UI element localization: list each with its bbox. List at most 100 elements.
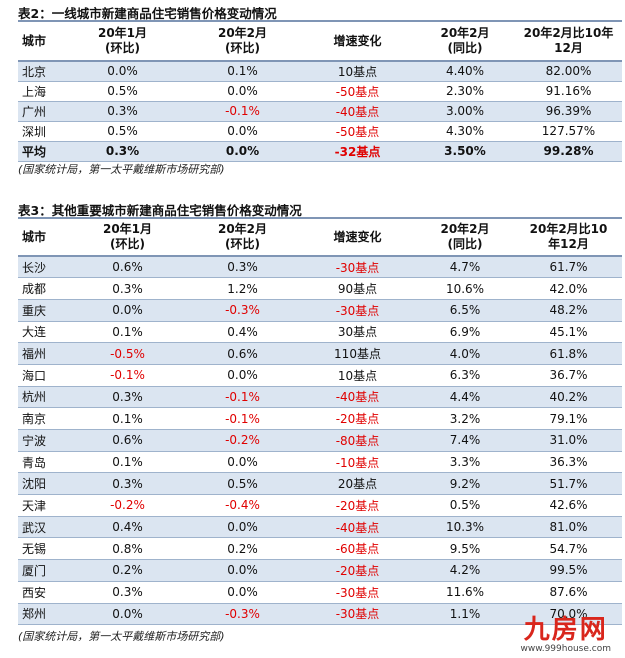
header-line: 20年2月比10	[529, 222, 608, 236]
cell: 广州	[18, 100, 60, 122]
table-title: 表3：其他重要城市新建商品住宅销售价格变动情况	[18, 203, 302, 218]
cell: 81.0%	[515, 515, 622, 539]
cell: 平均	[18, 140, 60, 162]
cell: 海口	[18, 363, 70, 387]
cell: -32基点	[300, 140, 415, 162]
table-title: 表2：一线城市新建商品住宅销售价格变动情况	[18, 6, 277, 21]
cell: 0.0%	[185, 559, 300, 582]
row: 广州 0.3% -0.1% -40基点 3.00% 96.39%	[18, 100, 622, 122]
cell: 北京	[18, 60, 60, 82]
header-cell: 20年2月 (同比)	[415, 217, 515, 257]
row: 天津 -0.2% -0.4% -20基点 0.5% 42.6%	[18, 494, 622, 517]
cell: 0.0%	[185, 120, 300, 142]
cell: 0.5%	[60, 120, 185, 142]
cell: -40基点	[300, 385, 415, 409]
cell: 沈阳	[18, 472, 70, 496]
row: 北京 0.0% 0.1% 10基点 4.40% 82.00%	[18, 60, 622, 82]
cell: -50基点	[300, 120, 415, 142]
cell: -0.1%	[185, 100, 300, 122]
row: 大连 0.1% 0.4% 30基点 6.9% 45.1%	[18, 320, 622, 344]
header-line: 增速变化	[333, 229, 382, 244]
cell: 10.3%	[415, 515, 515, 539]
cell: 4.4%	[415, 385, 515, 409]
row: 平均 0.3% 0.0% -32基点 3.50% 99.28%	[18, 140, 622, 162]
cell: 20基点	[300, 472, 415, 496]
cell: 6.9%	[415, 320, 515, 344]
cell: 30基点	[300, 320, 415, 344]
cell: 无锡	[18, 537, 70, 561]
cell: 61.7%	[515, 255, 622, 279]
cell: 宁波	[18, 429, 70, 452]
header-line: 年12月	[548, 237, 589, 251]
header-line: 20年2月比10年	[523, 26, 614, 40]
cell: 0.1%	[70, 320, 185, 344]
cell: 0.6%	[70, 429, 185, 452]
cell: 54.7%	[515, 537, 622, 561]
cell: 青岛	[18, 450, 70, 474]
row: 无锡 0.8% 0.2% -60基点 9.5% 54.7%	[18, 537, 622, 561]
cell: 36.7%	[515, 363, 622, 387]
header-cell: 增速变化	[300, 217, 415, 257]
cell: 0.1%	[70, 407, 185, 430]
cell: 10基点	[300, 60, 415, 82]
cell: -50基点	[300, 80, 415, 102]
cell: 0.3%	[70, 277, 185, 300]
header-cell: 城市	[18, 217, 70, 257]
watermark-url: www.999house.com	[520, 644, 611, 654]
row: 深圳 0.5% 0.0% -50基点 4.30% 127.57%	[18, 120, 622, 142]
cell: 0.5%	[415, 494, 515, 517]
cell: 0.0%	[70, 298, 185, 322]
row: 厦门 0.2% 0.0% -20基点 4.2% 99.5%	[18, 559, 622, 582]
header-cell: 20年1月 (环比)	[70, 217, 185, 257]
cell: 61.8%	[515, 342, 622, 365]
cell: -0.1%	[185, 407, 300, 430]
cell: -10基点	[300, 450, 415, 474]
cell: -30基点	[300, 602, 415, 626]
header-line: 城市	[22, 229, 47, 244]
cell: 厦门	[18, 559, 70, 582]
row: 长沙 0.6% 0.3% -30基点 4.7% 61.7%	[18, 255, 622, 279]
cell: 0.3%	[185, 255, 300, 279]
cell: 0.3%	[70, 580, 185, 604]
header-line: 20年1月	[102, 222, 153, 236]
cell: 0.0%	[185, 80, 300, 102]
header-line: 20年2月	[217, 26, 268, 40]
header-cell: 20年2月 (环比)	[185, 20, 300, 62]
cell: -60基点	[300, 537, 415, 561]
cell: 0.0%	[60, 60, 185, 82]
cell: -20基点	[300, 494, 415, 517]
header-line: 增速变化	[333, 33, 382, 48]
cell: 6.5%	[415, 298, 515, 322]
cell: 0.5%	[60, 80, 185, 102]
cell: 11.6%	[415, 580, 515, 604]
cell: 70.0%	[515, 602, 622, 626]
header-line: 20年2月	[440, 26, 490, 40]
cell: 3.50%	[415, 140, 515, 162]
cell: 福州	[18, 342, 70, 365]
cell: 0.2%	[70, 559, 185, 582]
cell: 31.0%	[515, 429, 622, 452]
cell: -20基点	[300, 559, 415, 582]
header-line: (环比)	[105, 41, 140, 55]
cell: 82.00%	[515, 60, 622, 82]
cell: 0.3%	[60, 100, 185, 122]
header-line: (环比)	[225, 41, 260, 55]
table: 城市 20年1月 (环比) 20年2月 (环比) 增速变化 20年2月 (同比) 20年2月比1…	[18, 217, 622, 626]
cell: 0.1%	[185, 60, 300, 82]
row: 南京 0.1% -0.1% -20基点 3.2% 79.1%	[18, 407, 622, 430]
cell: 1.1%	[415, 602, 515, 626]
cell: 6.3%	[415, 363, 515, 387]
row: 武汉 0.4% 0.0% -40基点 10.3% 81.0%	[18, 515, 622, 539]
cell: 0.8%	[70, 537, 185, 561]
cell: 大连	[18, 320, 70, 344]
row: 重庆 0.0% -0.3% -30基点 6.5% 48.2%	[18, 298, 622, 322]
cell: 4.7%	[415, 255, 515, 279]
cell: 48.2%	[515, 298, 622, 322]
cell: -0.2%	[70, 494, 185, 517]
cell: 天津	[18, 494, 70, 517]
header-cell: 20年2月 (环比)	[185, 217, 300, 257]
cell: 0.2%	[185, 537, 300, 561]
source-note: (国家统计局，第一太平戴维斯市场研究部)	[18, 163, 225, 176]
